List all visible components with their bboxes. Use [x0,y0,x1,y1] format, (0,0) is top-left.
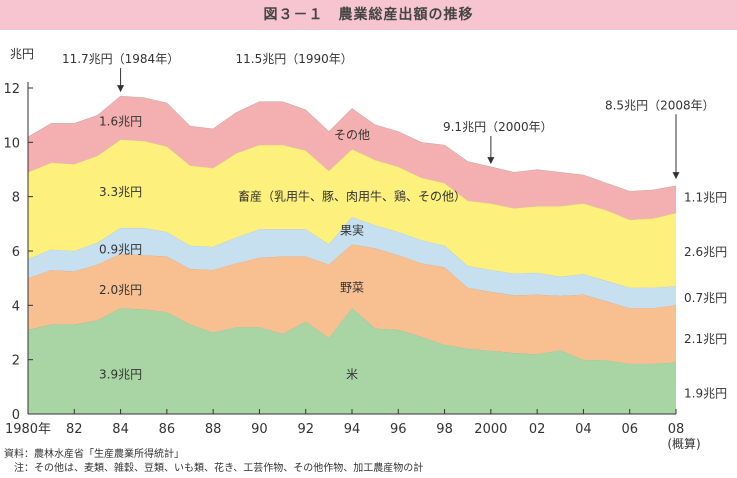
x-tick-label: 90 [251,422,268,437]
end-value-label: 2.6兆円 [684,245,727,259]
chart-title-bar: 図３－１ 農業総産出額の推移 [0,0,737,30]
y-tick-label: 0 [12,408,20,423]
annotation-arrow-head [487,157,495,165]
x-tick-label: 02 [529,422,546,437]
y-axis-unit-label: 兆円 [10,47,34,61]
annotation-arrow-head [117,85,125,93]
series-label: 畜産（乳用牛、豚、肉用牛、鶏、その他） [238,188,466,203]
chart-title: 図３－１ 農業総産出額の推移 [263,7,474,23]
area-edge-4 [27,95,677,192]
end-value-label: 1.1兆円 [684,191,727,205]
x-tick-label: 84 [112,422,129,437]
y-tick-label: 2 [12,354,20,369]
x-tick-label: 82 [66,422,83,437]
y-tick-label: 4 [12,299,20,314]
x-tick-label: 94 [344,422,361,437]
x-tick-label: 92 [297,422,314,437]
x-tick-label: 88 [205,422,222,437]
area-series-4 [28,96,676,220]
area-series-2 [28,217,676,309]
area-series-3 [28,139,676,288]
series-label: 果実 [340,222,364,237]
start-value-label: 1.6兆円 [99,115,142,129]
x-tick-label: 98 [436,422,453,437]
annotation-label: 11.5兆円（1990年） [236,52,353,66]
end-value-label: 2.1兆円 [684,332,727,346]
y-tick-label: 12 [3,82,20,97]
start-value-label: 3.9兆円 [99,367,142,381]
annotation-label: 11.7兆円（1984年） [62,52,179,66]
series-label: 野菜 [340,280,364,294]
start-value-label: 0.9兆円 [99,242,142,256]
source-note: 資料：農林水産省「生産農業所得統計」 [4,449,184,460]
x-tick-label: 06 [621,422,638,437]
x-tick-sublabel: (概算) [667,436,700,451]
x-tick-label: 08 [668,422,685,437]
y-tick-label: 8 [12,191,20,206]
footnote: 注：その他は、麦類、雑穀、豆類、いも類、花き、工芸作物、その他作物、加工農産物の… [4,463,424,474]
start-value-label: 3.3兆円 [99,185,142,199]
y-tick-label: 10 [3,136,20,151]
end-value-label: 0.7兆円 [684,291,727,305]
series-label: 米 [346,367,358,381]
area-series-0 [28,308,676,414]
y-tick-label: 6 [12,245,20,260]
annotation-label: 8.5兆円（2008年） [605,98,715,112]
x-tick-label: 1980年 [5,422,51,437]
x-tick-label: 96 [390,422,407,437]
x-tick-label: 86 [159,422,176,437]
annotation-label: 9.1兆円（2000年） [443,120,553,134]
area-series-1 [28,244,676,364]
start-value-label: 2.0兆円 [99,283,142,297]
x-tick-label: 04 [575,422,592,437]
annotation-arrow-head [672,172,680,180]
end-value-label: 1.9兆円 [684,386,727,400]
x-tick-label: 2000 [474,422,507,437]
chart-notes: 資料：農林水産省「生産農業所得統計」 注：その他は、麦類、雑穀、豆類、いも類、花… [4,448,423,476]
series-label: その他 [334,128,370,142]
